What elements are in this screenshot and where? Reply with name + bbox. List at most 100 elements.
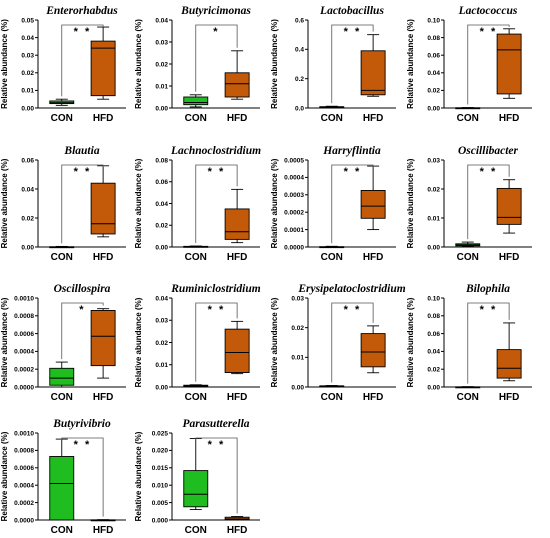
chart-panel-1: Enterorhabdus Relative abundance (%) 0.00 0… xyxy=(0,5,126,124)
y-tick-label: 0.01 xyxy=(291,355,304,362)
y-tick-label: 0.04 xyxy=(427,349,440,356)
y-tick-label: 0.03 xyxy=(427,157,440,164)
y-tick-label: 0.03 xyxy=(21,53,34,60)
x-category-label: HFD xyxy=(499,113,520,124)
y-tick-label: 0.06 xyxy=(427,53,440,60)
y-axis-label: Relative abundance (%) xyxy=(0,297,9,387)
box-hfd xyxy=(224,516,250,521)
box-hfd xyxy=(224,188,250,244)
x-category-label: CON xyxy=(51,392,73,403)
significance-label: * * xyxy=(208,304,226,316)
y-axis-label: Relative abundance (%) xyxy=(270,158,279,248)
y-tick-label: 0.08 xyxy=(155,157,168,164)
box-iqr xyxy=(49,456,75,521)
significance-bracket xyxy=(467,302,510,384)
x-category-label: CON xyxy=(185,252,207,263)
box-hfd xyxy=(224,320,250,375)
x-category-label: HFD xyxy=(227,252,248,263)
y-tick-label: 0.00 xyxy=(155,244,168,251)
chart-panel-5: Blautia Relative abundance (%) 0.00 0.02 0.0… xyxy=(0,145,126,263)
y-tick-label: 0.03 xyxy=(155,39,168,46)
y-tick-label: 0.02 xyxy=(155,61,168,68)
y-tick-label: 0.03 xyxy=(291,295,304,302)
y-axis-label: Relative abundance (%) xyxy=(134,297,143,387)
y-tick-label: 0.0008 xyxy=(14,448,34,455)
chart-panel-12: Bilophila Relative abundance (%) 0.00 0.02 0… xyxy=(406,283,532,403)
chart-title: Blautia xyxy=(63,145,99,157)
y-tick-label: 0.00 xyxy=(427,384,440,391)
y-tick-label: 0.005 xyxy=(152,500,169,507)
box-iqr xyxy=(360,189,386,219)
y-tick-label: 0.0004 xyxy=(14,483,34,490)
y-tick-label: 0.000 xyxy=(152,517,169,524)
box-iqr xyxy=(224,516,250,521)
x-category-label: HFD xyxy=(93,252,114,263)
chart-title: Butyrivibrio xyxy=(52,418,111,430)
y-tick-label: 0.02 xyxy=(427,367,440,374)
y-tick-label: 0.10 xyxy=(427,17,440,24)
y-tick-label: 0.04 xyxy=(155,295,168,302)
y-tick-label: 0.00 xyxy=(155,384,168,391)
significance-label: * * xyxy=(208,439,226,451)
significance-bracket xyxy=(195,164,238,244)
y-tick-label: 0.04 xyxy=(21,186,34,193)
y-tick-label: 0.6 xyxy=(295,17,304,24)
chart-title: Lachnoclostridium xyxy=(170,145,261,157)
significance-label: * * xyxy=(344,304,362,316)
box-hfd xyxy=(496,322,522,382)
y-tick-label: 0.0002 xyxy=(14,500,34,507)
box-iqr xyxy=(90,310,116,367)
y-tick-label: 0.08 xyxy=(427,35,440,42)
significance-bracket xyxy=(195,437,238,514)
y-tick-label: 0.03 xyxy=(155,318,168,325)
box-con xyxy=(49,361,75,388)
chart-title: Harryflintia xyxy=(322,145,381,157)
x-category-label: CON xyxy=(457,392,479,403)
box-iqr xyxy=(49,367,75,386)
chart-panel-3: Lactobacillus Relative abundance (%) 0.0 0.… xyxy=(270,5,396,124)
y-tick-label: 0.06 xyxy=(21,157,34,164)
y-tick-label: 0.01 xyxy=(427,215,440,222)
y-tick-label: 0.01 xyxy=(155,83,168,90)
chart-title: Ruminiclostridium xyxy=(170,283,261,295)
box-iqr xyxy=(183,470,209,508)
x-category-label: HFD xyxy=(499,392,520,403)
y-axis-label: Relative abundance (%) xyxy=(406,158,415,248)
y-tick-label: 0.0003 xyxy=(284,192,304,199)
box-con xyxy=(49,98,75,106)
chart-panel-11: Erysipelatoclostridium Relative abundance… xyxy=(270,283,406,403)
x-category-label: HFD xyxy=(363,252,384,263)
significance-bracket xyxy=(61,164,104,244)
y-tick-label: 0.02 xyxy=(155,223,168,230)
y-axis-label: Relative abundance (%) xyxy=(0,19,9,109)
y-tick-label: 0.00 xyxy=(427,105,440,112)
box-iqr xyxy=(183,96,209,106)
y-tick-label: 0.04 xyxy=(155,201,168,208)
y-tick-label: 0.00 xyxy=(155,105,168,112)
box-iqr xyxy=(496,187,522,225)
y-tick-label: 0.020 xyxy=(152,448,169,455)
y-tick-label: 0.025 xyxy=(152,430,169,437)
chart-panel-4: Lactococcus Relative abundance (%) 0.00 0.0… xyxy=(406,5,532,124)
x-category-label: CON xyxy=(457,113,479,124)
y-tick-label: 0.0010 xyxy=(14,295,34,302)
y-tick-label: 0.2 xyxy=(295,76,304,83)
y-tick-label: 0.0000 xyxy=(14,517,34,524)
y-tick-label: 0.0010 xyxy=(14,430,34,437)
chart-title: Oscillibacter xyxy=(458,145,519,157)
chart-panel-14: Parasutterella Relative abundance (%) 0.00… xyxy=(134,418,260,536)
x-category-label: CON xyxy=(185,113,207,124)
y-tick-label: 0.00 xyxy=(427,244,440,251)
box-con xyxy=(183,438,209,511)
y-axis-label: Relative abundance (%) xyxy=(134,158,143,248)
x-category-label: CON xyxy=(185,525,207,536)
box-con xyxy=(455,107,481,110)
y-tick-label: 0.0002 xyxy=(284,210,304,217)
y-tick-label: 0.06 xyxy=(427,331,440,338)
box-iqr xyxy=(224,72,250,98)
significance-label: * xyxy=(213,26,219,38)
chart-panel-10: Ruminiclostridium Relative abundance (%) 0… xyxy=(134,283,261,403)
significance-bracket xyxy=(61,437,104,517)
significance-label: * * xyxy=(344,26,362,38)
